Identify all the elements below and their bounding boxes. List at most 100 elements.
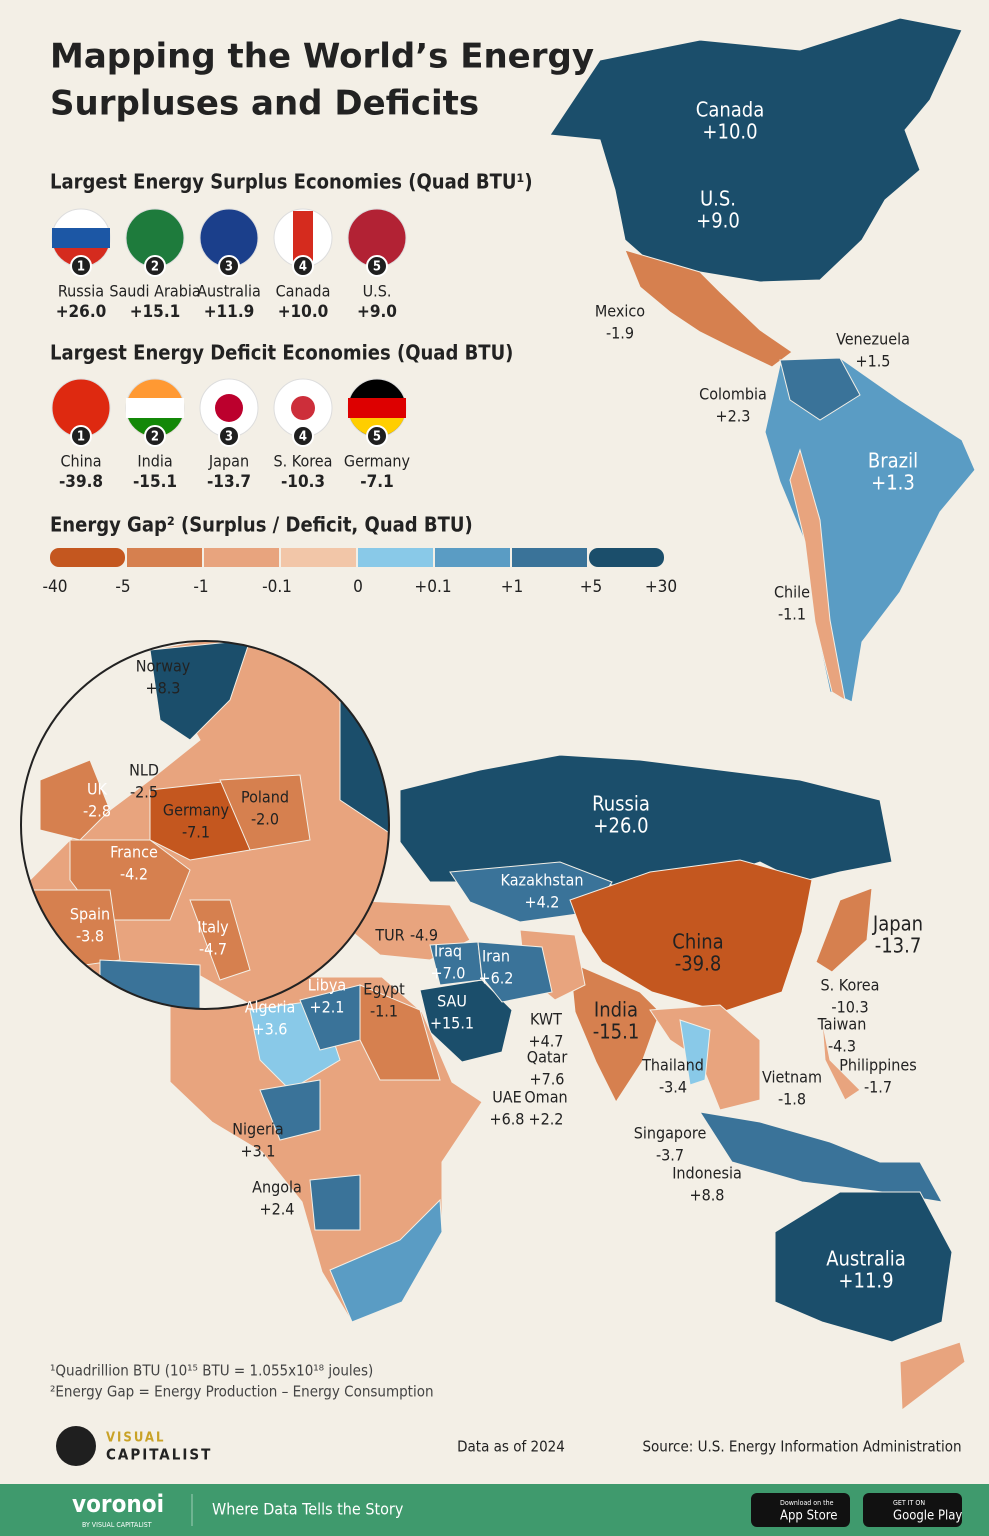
legend-swatch	[512, 548, 587, 567]
country-shape	[774, 1191, 953, 1343]
rank-badge	[292, 255, 314, 277]
text: NLD	[129, 761, 159, 780]
text: -13.7	[875, 934, 922, 958]
text: TUR	[374, 926, 404, 945]
text: Colombia	[699, 385, 767, 404]
text: Canada	[276, 282, 331, 301]
text: -7.1	[360, 472, 393, 492]
legend-swatch	[281, 548, 356, 567]
rank-badge	[144, 255, 166, 277]
country-shape	[569, 859, 813, 1013]
text: Brazil	[868, 449, 918, 473]
text: -1.1	[778, 605, 806, 624]
text: Thailand	[641, 1056, 704, 1075]
text: 1	[77, 430, 85, 445]
text: -3.7	[656, 1146, 684, 1165]
rank-badge	[366, 425, 388, 447]
text: Italy	[197, 918, 229, 937]
text: +11.9	[838, 1269, 893, 1293]
text: VISUAL	[106, 1431, 165, 1446]
text: Largest Energy Deficit Economies (Quad B…	[50, 341, 513, 365]
country-shape	[679, 1019, 711, 1086]
text: 2	[151, 430, 159, 445]
text: Taiwan	[817, 1015, 867, 1034]
text: -10.3	[281, 472, 325, 492]
text: BY VISUAL CAPITALIST	[82, 1521, 152, 1529]
text: 5	[373, 260, 381, 275]
text: Saudi Arabia	[109, 282, 200, 301]
text: -3.4	[659, 1078, 687, 1097]
country-shape	[429, 941, 483, 986]
text: China	[60, 452, 101, 471]
text: +1.3	[871, 471, 915, 495]
text: -40	[43, 577, 68, 597]
rank-badge	[292, 425, 314, 447]
legend-swatch	[127, 548, 202, 567]
app-store-button[interactable]	[751, 1493, 850, 1527]
text: -4.2	[120, 865, 148, 884]
text: +5	[580, 577, 603, 597]
text: SAU	[437, 992, 467, 1011]
rank-badge	[366, 255, 388, 277]
country-shape	[815, 887, 873, 973]
text: +15.1	[430, 1014, 474, 1033]
text: Largest Energy Surplus Economies (Quad B…	[50, 170, 533, 194]
inset-border	[20, 640, 390, 1010]
text: -2.8	[83, 802, 111, 821]
flag-disc	[215, 394, 243, 422]
text: +26.0	[593, 814, 648, 838]
text: Mexico	[595, 302, 645, 321]
text: ²Energy Gap = Energy Production – Energy…	[50, 1383, 434, 1401]
rank-badge	[144, 425, 166, 447]
text: -5	[115, 577, 130, 597]
flag-disc	[291, 396, 315, 420]
text: Nigeria	[232, 1120, 284, 1139]
text: -10.3	[831, 998, 868, 1017]
text: Mapping the World’s Energy	[50, 37, 594, 77]
text: Vietnam	[762, 1068, 822, 1087]
text: -3.8	[76, 927, 104, 946]
text: Singapore	[634, 1124, 707, 1143]
text: Download on the	[780, 1499, 834, 1507]
text: +1	[501, 577, 524, 597]
text: +26.0	[56, 302, 107, 322]
text: Australia	[197, 282, 261, 301]
country-shape	[299, 984, 361, 1051]
flag-stripe	[126, 398, 184, 418]
google-play-button[interactable]	[863, 1493, 962, 1527]
text: -4.9	[410, 926, 438, 945]
text: 3	[225, 430, 233, 445]
text: 4	[299, 430, 307, 445]
text: ¹Quadrillion BTU (10¹⁵ BTU = 1.055x10¹⁸ …	[50, 1362, 373, 1380]
text: Venezuela	[836, 330, 910, 349]
text: 0	[353, 577, 363, 597]
text: +2.4	[260, 1200, 295, 1219]
text: Norway	[136, 657, 191, 676]
country-shape	[329, 1198, 443, 1323]
country-shape	[821, 1019, 861, 1101]
text: -39.8	[675, 952, 722, 976]
inset-country	[39, 759, 111, 841]
legend-swatch	[435, 548, 510, 567]
text: voronoi	[72, 1490, 164, 1518]
text: +2.3	[716, 407, 751, 426]
text: -2.0	[251, 810, 279, 829]
legend-swatch	[204, 548, 279, 567]
text: Libya	[308, 976, 347, 995]
text: 1	[77, 260, 85, 275]
text: 5	[373, 430, 381, 445]
rank-badge	[218, 425, 240, 447]
text: Germany	[344, 452, 411, 471]
text: +10.0	[278, 302, 329, 322]
text: Russia	[58, 282, 104, 301]
country-shape	[789, 448, 846, 702]
text: 3	[225, 260, 233, 275]
text: -7.1	[182, 823, 210, 842]
text: +9.0	[357, 302, 397, 322]
text: Qatar	[527, 1048, 568, 1067]
inset-country	[189, 899, 251, 981]
text: Spain	[70, 905, 110, 924]
text: 4	[299, 260, 307, 275]
country-shape	[779, 357, 861, 421]
